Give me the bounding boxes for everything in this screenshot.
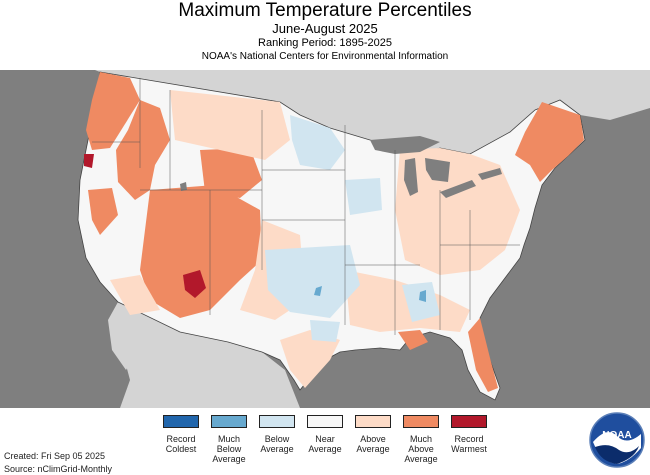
legend-label: Record Warmest — [451, 434, 487, 454]
region-much-below — [419, 290, 426, 302]
lake-superior — [370, 136, 440, 154]
region-much-above — [515, 102, 584, 182]
legend-item: Above Average — [348, 415, 398, 454]
region-much-above — [88, 188, 118, 235]
lake-michigan — [404, 158, 418, 196]
region-much-above — [468, 318, 498, 392]
legend-item: Record Warmest — [444, 415, 494, 454]
legend-swatch — [403, 415, 439, 428]
legend-label: Near Average — [308, 434, 342, 454]
region-below — [345, 178, 382, 215]
legend-label: Much Below Average — [212, 434, 246, 464]
region-above — [170, 90, 290, 160]
legend-label: Record Coldest — [165, 434, 197, 454]
created-date: Created: Fri Sep 05 2025 — [4, 451, 106, 461]
legend-label: Above Average — [356, 434, 390, 454]
percentile-map — [0, 70, 650, 408]
legend-label: Below Average — [260, 434, 294, 454]
great-salt-lake — [180, 182, 187, 191]
legend-swatch — [355, 415, 391, 428]
region-record-warmest — [84, 154, 94, 168]
region-much-above — [86, 72, 140, 150]
mexico-land — [118, 302, 300, 408]
lake-huron — [425, 158, 450, 182]
state-boundaries — [92, 78, 520, 335]
map-title: Maximum Temperature Percentiles — [178, 0, 472, 21]
legend-swatch — [163, 415, 199, 428]
region-above — [280, 330, 340, 388]
map-subtitle: June-August 2025 — [272, 21, 378, 36]
canada-land — [0, 70, 650, 156]
region-below — [310, 320, 340, 342]
region-record-warmest — [183, 270, 206, 298]
legend-swatch — [451, 415, 487, 428]
region-below — [402, 282, 440, 322]
region-much-above — [140, 185, 262, 318]
legend-swatch — [211, 415, 247, 428]
region-below — [265, 245, 360, 318]
region-below — [290, 115, 345, 170]
legend: Record Coldest Much Below Average Below Av… — [156, 415, 496, 473]
noaa-logo: NOAA — [589, 412, 645, 468]
baja-land — [108, 302, 132, 370]
svg-text:NOAA: NOAA — [602, 430, 631, 441]
region-much-above — [200, 148, 262, 198]
region-much-below — [314, 286, 322, 296]
legend-label: Much Above Average — [404, 434, 438, 464]
legend-item: Record Coldest — [156, 415, 206, 454]
legend-item: Below Average — [252, 415, 302, 454]
data-source: Source: nClimGrid-Monthly — [4, 464, 113, 474]
legend-swatch — [259, 415, 295, 428]
legend-item: Much Above Average — [396, 415, 446, 464]
source-organization: NOAA's National Centers for Environmenta… — [201, 51, 449, 62]
lake-erie — [440, 180, 476, 198]
region-much-above — [116, 100, 170, 200]
lake-ontario — [478, 168, 502, 180]
legend-item: Much Below Average — [204, 415, 254, 464]
region-much-above — [398, 330, 428, 350]
legend-swatch — [307, 415, 343, 428]
ranking-period: Ranking Period: 1895-2025 — [258, 37, 392, 49]
region-above — [110, 275, 160, 315]
legend-item: Near Average — [300, 415, 350, 454]
region-above — [395, 148, 520, 275]
